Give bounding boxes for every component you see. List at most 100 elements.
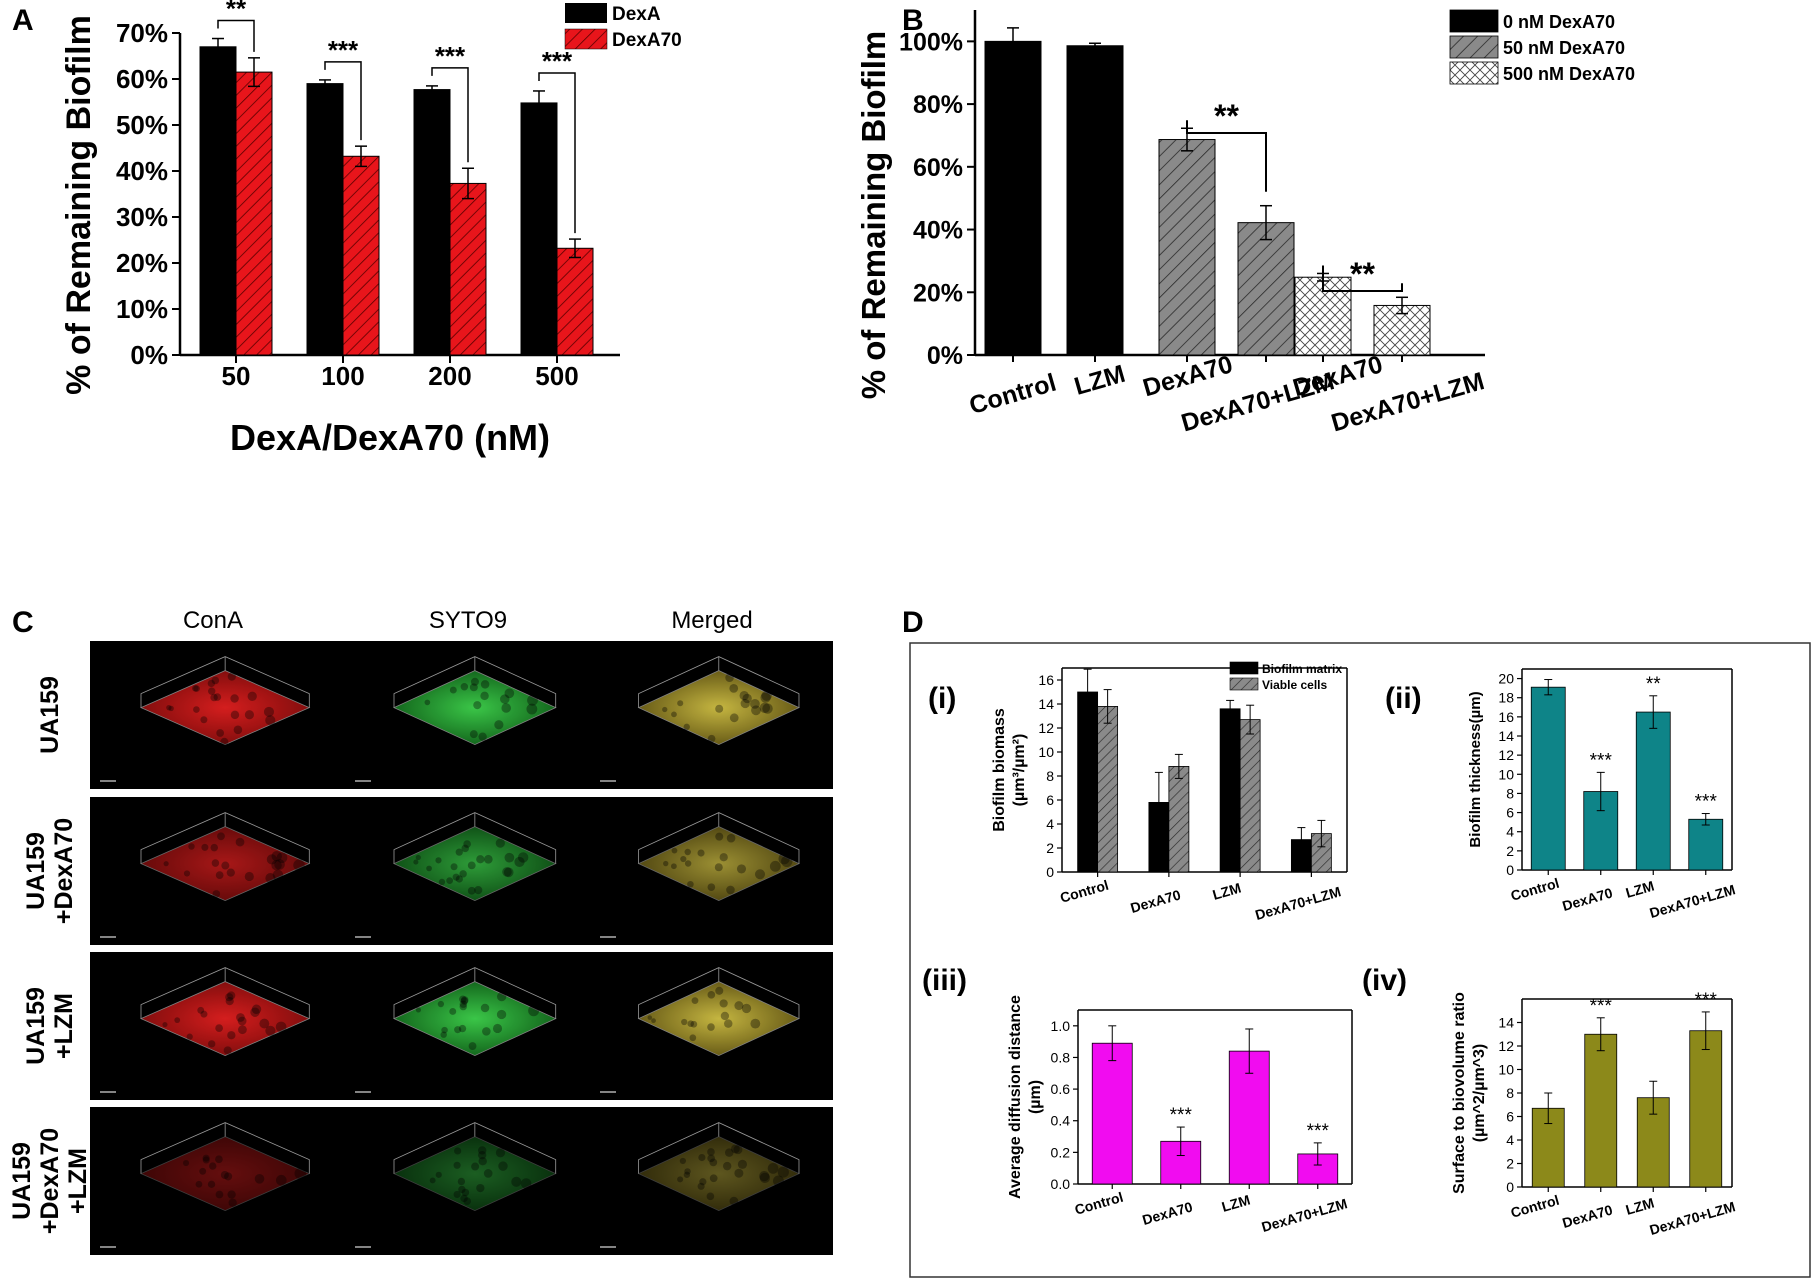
speckle xyxy=(455,848,463,856)
bar-biofilm-matrix xyxy=(1077,691,1099,873)
y-tick-label: 12 xyxy=(1038,720,1054,736)
speckle xyxy=(690,1020,698,1028)
y-tick-label: 50% xyxy=(116,110,168,140)
x-tick-label: Control xyxy=(1509,1192,1561,1221)
x-tick-label: LZM xyxy=(1071,360,1128,401)
speckle xyxy=(215,871,224,880)
speckle xyxy=(227,991,236,1000)
speckle xyxy=(209,1162,217,1170)
speckle xyxy=(498,1161,508,1171)
legend-label-dexa70: DexA70 xyxy=(612,30,682,51)
speckle xyxy=(478,1157,487,1166)
bar-viable-cells xyxy=(1168,766,1190,873)
speckle xyxy=(736,864,747,874)
speckle xyxy=(684,860,692,867)
speckle xyxy=(733,1145,743,1155)
significance-label: *** xyxy=(542,46,573,76)
speckle xyxy=(469,683,478,692)
speckle xyxy=(527,694,538,706)
y-tick-label: 20% xyxy=(116,248,168,278)
y-tick-label: 14 xyxy=(1498,1015,1514,1031)
speckle xyxy=(197,1006,205,1014)
bar-dexa70 xyxy=(1158,139,1216,356)
speckle xyxy=(762,703,773,714)
speckle xyxy=(689,1034,697,1042)
speckle xyxy=(470,677,479,686)
speckle xyxy=(458,1185,466,1194)
bar-biofilm-matrix xyxy=(1219,708,1241,873)
significance-label: *** xyxy=(1170,1105,1193,1126)
speckle xyxy=(684,848,691,856)
row-label: UA159 xyxy=(22,987,50,1065)
y-tick-label: 10 xyxy=(1498,766,1514,782)
speckle xyxy=(726,885,735,895)
speckle xyxy=(225,997,234,1006)
bar xyxy=(1689,1030,1723,1188)
legend-swatch-dexa70 xyxy=(564,28,608,50)
speckle xyxy=(437,1000,445,1008)
significance-label: *** xyxy=(328,35,359,65)
speckle xyxy=(440,1031,447,1038)
x-tick-label: 50 xyxy=(222,361,251,391)
bar-dexa-100 xyxy=(306,83,344,356)
speckle xyxy=(750,1018,761,1029)
speckle xyxy=(495,1148,506,1158)
row-label: +DexA70 xyxy=(36,1128,64,1234)
speckle xyxy=(671,847,678,854)
speckle xyxy=(500,694,510,704)
speckle xyxy=(186,1033,193,1040)
x-axis-label: DexA/DexA70 (nM) xyxy=(230,417,550,458)
y-tick-label: 6 xyxy=(1046,792,1054,808)
speckle xyxy=(496,1009,507,1020)
col-header-syto9: SYTO9 xyxy=(429,607,507,634)
speckle xyxy=(193,685,200,692)
y-axis-label: Surface to biovolume ratio xyxy=(1451,992,1468,1194)
speckle xyxy=(461,1188,470,1197)
bar-dexa70-200 xyxy=(449,182,487,356)
panel-d-frame xyxy=(909,642,1811,1278)
significance-bracket xyxy=(324,61,362,141)
speckle xyxy=(459,995,467,1003)
speckle xyxy=(453,1190,461,1199)
speckle xyxy=(671,711,677,718)
x-tick-label: Control xyxy=(966,369,1059,420)
speckle xyxy=(441,1026,448,1034)
y-tick-label: 30% xyxy=(116,202,168,232)
row-label: +DexA70 xyxy=(50,818,78,924)
legend-swatch xyxy=(1229,677,1259,691)
y-tick-label: 0% xyxy=(130,340,168,370)
speckle xyxy=(725,673,734,682)
legend-label: 0 nM DexA70 xyxy=(1503,12,1615,32)
y-tick-label: 4 xyxy=(1506,1132,1514,1148)
speckle xyxy=(647,1015,653,1020)
speckle xyxy=(275,1021,287,1033)
speckle xyxy=(200,1010,208,1018)
x-tick-label: Control xyxy=(1509,875,1561,904)
legend-swatch xyxy=(1449,35,1499,59)
speckle xyxy=(480,691,489,701)
speckle xyxy=(199,1167,207,1175)
speckle xyxy=(202,1154,210,1162)
speckle xyxy=(426,865,432,872)
speckle xyxy=(459,1002,467,1011)
speckle xyxy=(683,723,690,731)
speckle xyxy=(781,855,793,867)
speckle xyxy=(227,1190,236,1199)
speckle xyxy=(210,693,218,702)
speckle xyxy=(730,1144,740,1154)
speckle xyxy=(168,705,174,712)
speckle xyxy=(663,860,669,867)
panel-letter-c: C xyxy=(12,606,34,639)
bar-viable-cells xyxy=(1097,706,1119,873)
speckle xyxy=(259,1018,270,1029)
col-header-merged: Merged xyxy=(671,607,752,634)
speckle xyxy=(463,840,471,848)
speckle xyxy=(208,1040,216,1048)
y-tick-label: 2 xyxy=(1046,840,1054,856)
speckle xyxy=(526,703,538,715)
x-tick-label: LZM xyxy=(1220,1192,1252,1215)
speckle xyxy=(459,870,467,878)
speckle xyxy=(474,886,483,895)
speckle xyxy=(457,1177,466,1186)
y-tick-label: 2 xyxy=(1506,843,1514,859)
